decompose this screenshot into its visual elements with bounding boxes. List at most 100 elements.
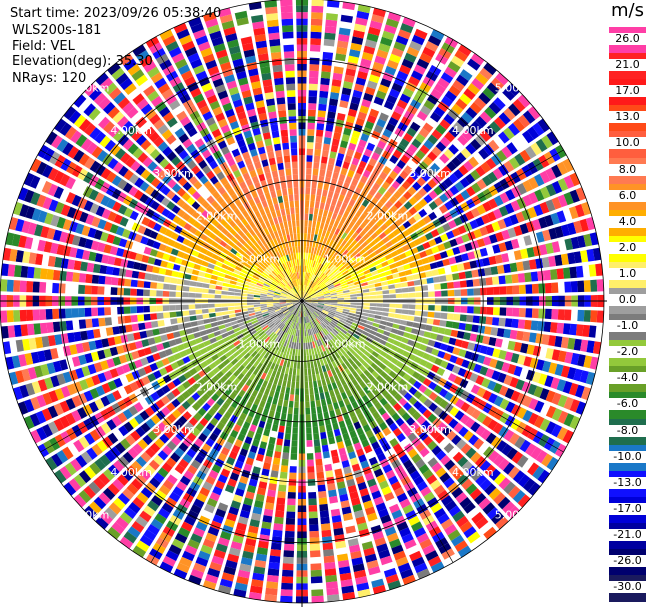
velocity-bin — [528, 398, 539, 410]
velocity-bin — [436, 367, 446, 376]
velocity-bin — [102, 436, 114, 449]
velocity-bin — [293, 342, 297, 350]
velocity-bin — [122, 408, 133, 420]
velocity-bin — [319, 314, 325, 320]
velocity-bin — [368, 74, 380, 84]
velocity-bin — [308, 280, 312, 287]
velocity-bin — [350, 355, 358, 363]
velocity-bin — [124, 278, 132, 287]
velocity-bin — [464, 323, 473, 332]
velocity-bin — [217, 474, 228, 484]
velocity-bin — [538, 283, 546, 294]
velocity-bin — [264, 388, 271, 396]
velocity-bin — [319, 283, 326, 289]
velocity-bin — [353, 442, 362, 451]
velocity-bin — [365, 506, 376, 516]
velocity-bin — [531, 283, 539, 294]
velocity-bin — [458, 164, 469, 176]
velocity-bin — [2, 247, 12, 261]
velocity-bin — [352, 262, 360, 269]
velocity-bin — [370, 362, 378, 370]
velocity-bin — [516, 183, 527, 195]
velocity-bin — [321, 64, 332, 73]
velocity-bin — [407, 186, 417, 196]
velocity-bin — [304, 303, 309, 308]
velocity-bin — [377, 328, 385, 334]
velocity-bin — [186, 432, 197, 442]
velocity-bin — [267, 489, 276, 498]
velocity-bin — [309, 543, 321, 551]
velocity-bin — [380, 379, 389, 388]
velocity-bin — [65, 271, 74, 282]
velocity-bin — [389, 332, 397, 339]
velocity-bin — [260, 357, 267, 365]
velocity-bin — [575, 384, 585, 398]
velocity-bin — [286, 301, 293, 303]
velocity-bin — [338, 566, 351, 575]
velocity-bin — [98, 317, 106, 327]
velocity-bin — [379, 171, 388, 181]
velocity-bin — [588, 264, 597, 277]
velocity-bin — [208, 312, 216, 318]
velocity-bin — [319, 222, 325, 230]
velocity-bin — [351, 259, 358, 266]
velocity-bin — [342, 326, 349, 332]
velocity-bin — [40, 226, 50, 239]
velocity-bin — [396, 265, 405, 272]
velocity-bin — [219, 383, 228, 392]
velocity-bin — [159, 433, 170, 444]
velocity-bin — [312, 374, 317, 382]
velocity-bin — [437, 350, 446, 359]
velocity-bin — [395, 304, 403, 309]
velocity-bin — [271, 424, 279, 432]
velocity-bin — [419, 538, 433, 550]
velocity-bin — [351, 157, 360, 166]
velocity-bin — [361, 312, 369, 317]
velocity-bin — [197, 550, 211, 561]
velocity-bin — [418, 208, 428, 218]
velocity-bin — [309, 537, 320, 545]
velocity-bin — [155, 388, 165, 398]
velocity-bin — [522, 260, 531, 271]
velocity-bin — [303, 310, 306, 317]
velocity-bin — [495, 360, 504, 371]
velocity-bin — [109, 245, 119, 256]
velocity-bin — [309, 315, 313, 322]
velocity-bin — [205, 250, 214, 258]
velocity-bin — [389, 88, 400, 99]
velocity-bin — [382, 294, 390, 299]
velocity-bin — [460, 306, 468, 313]
velocity-bin — [425, 550, 439, 562]
velocity-bin — [344, 121, 354, 130]
velocity-bin — [544, 214, 554, 227]
velocity-bin — [421, 285, 429, 291]
velocity-bin — [56, 373, 66, 386]
velocity-bin — [532, 219, 542, 231]
velocity-bin — [309, 240, 313, 247]
velocity-bin — [358, 357, 366, 365]
velocity-bin — [273, 301, 280, 304]
velocity-bin — [386, 532, 399, 543]
velocity-bin — [266, 305, 274, 308]
velocity-bin — [268, 339, 275, 347]
velocity-bin — [282, 317, 288, 323]
velocity-bin — [323, 371, 329, 379]
velocity-bin — [539, 244, 548, 256]
velocity-bin — [297, 355, 301, 363]
velocity-bin — [152, 426, 163, 437]
velocity-bin — [337, 34, 350, 43]
velocity-bin — [498, 205, 509, 217]
velocity-bin — [498, 164, 509, 176]
velocity-bin — [340, 239, 347, 247]
velocity-bin — [221, 263, 229, 270]
velocity-bin — [350, 136, 359, 145]
velocity-bin — [328, 239, 335, 247]
velocity-bin — [452, 273, 460, 281]
velocity-bin — [428, 211, 438, 221]
velocity-bin — [453, 422, 464, 433]
velocity-bin — [418, 161, 429, 171]
velocity-bin — [245, 378, 253, 387]
velocity-bin — [340, 140, 349, 149]
velocity-bin — [176, 317, 184, 324]
velocity-bin — [46, 362, 56, 375]
